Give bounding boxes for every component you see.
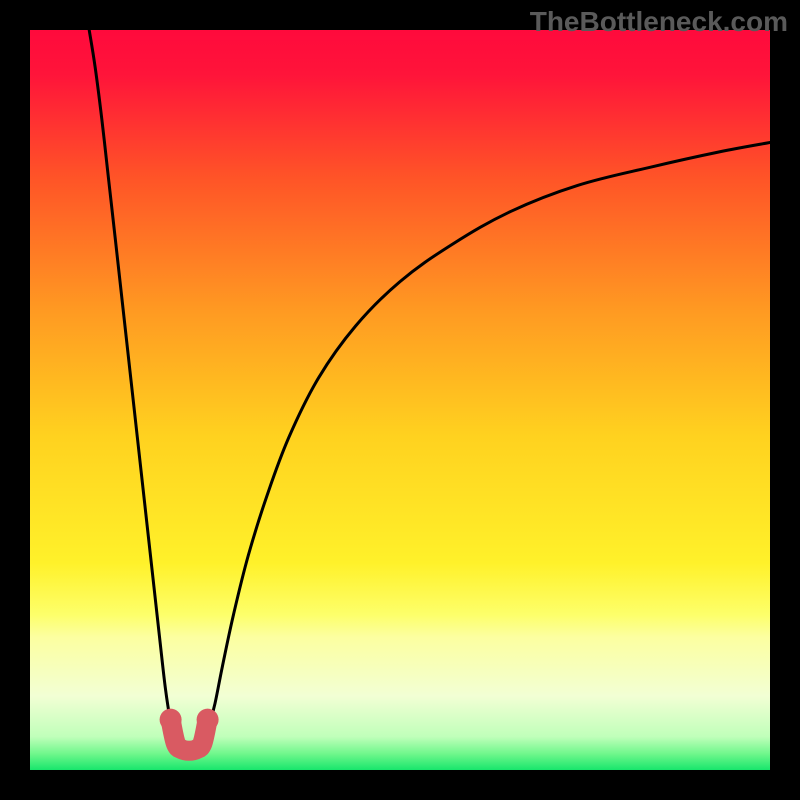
- gradient-background: [30, 30, 770, 770]
- optimal-range-end-dot: [197, 709, 219, 731]
- bottleneck-chart: [30, 30, 770, 770]
- optimal-range-start-dot: [160, 709, 182, 731]
- watermark-label: TheBottleneck.com: [530, 6, 788, 38]
- plot-area: [30, 30, 770, 770]
- figure-root: TheBottleneck.com: [0, 0, 800, 800]
